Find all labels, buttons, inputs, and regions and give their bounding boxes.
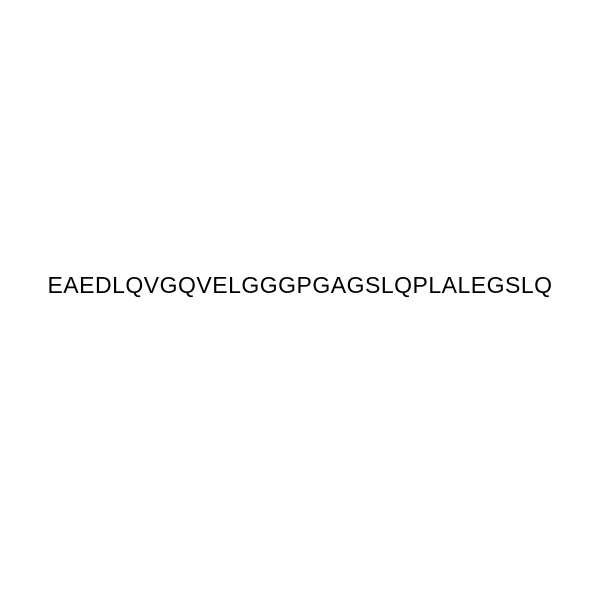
peptide-sequence-text: EAEDLQVGQVELGGGPGAGSLQPLALEGSLQ [47, 272, 552, 299]
